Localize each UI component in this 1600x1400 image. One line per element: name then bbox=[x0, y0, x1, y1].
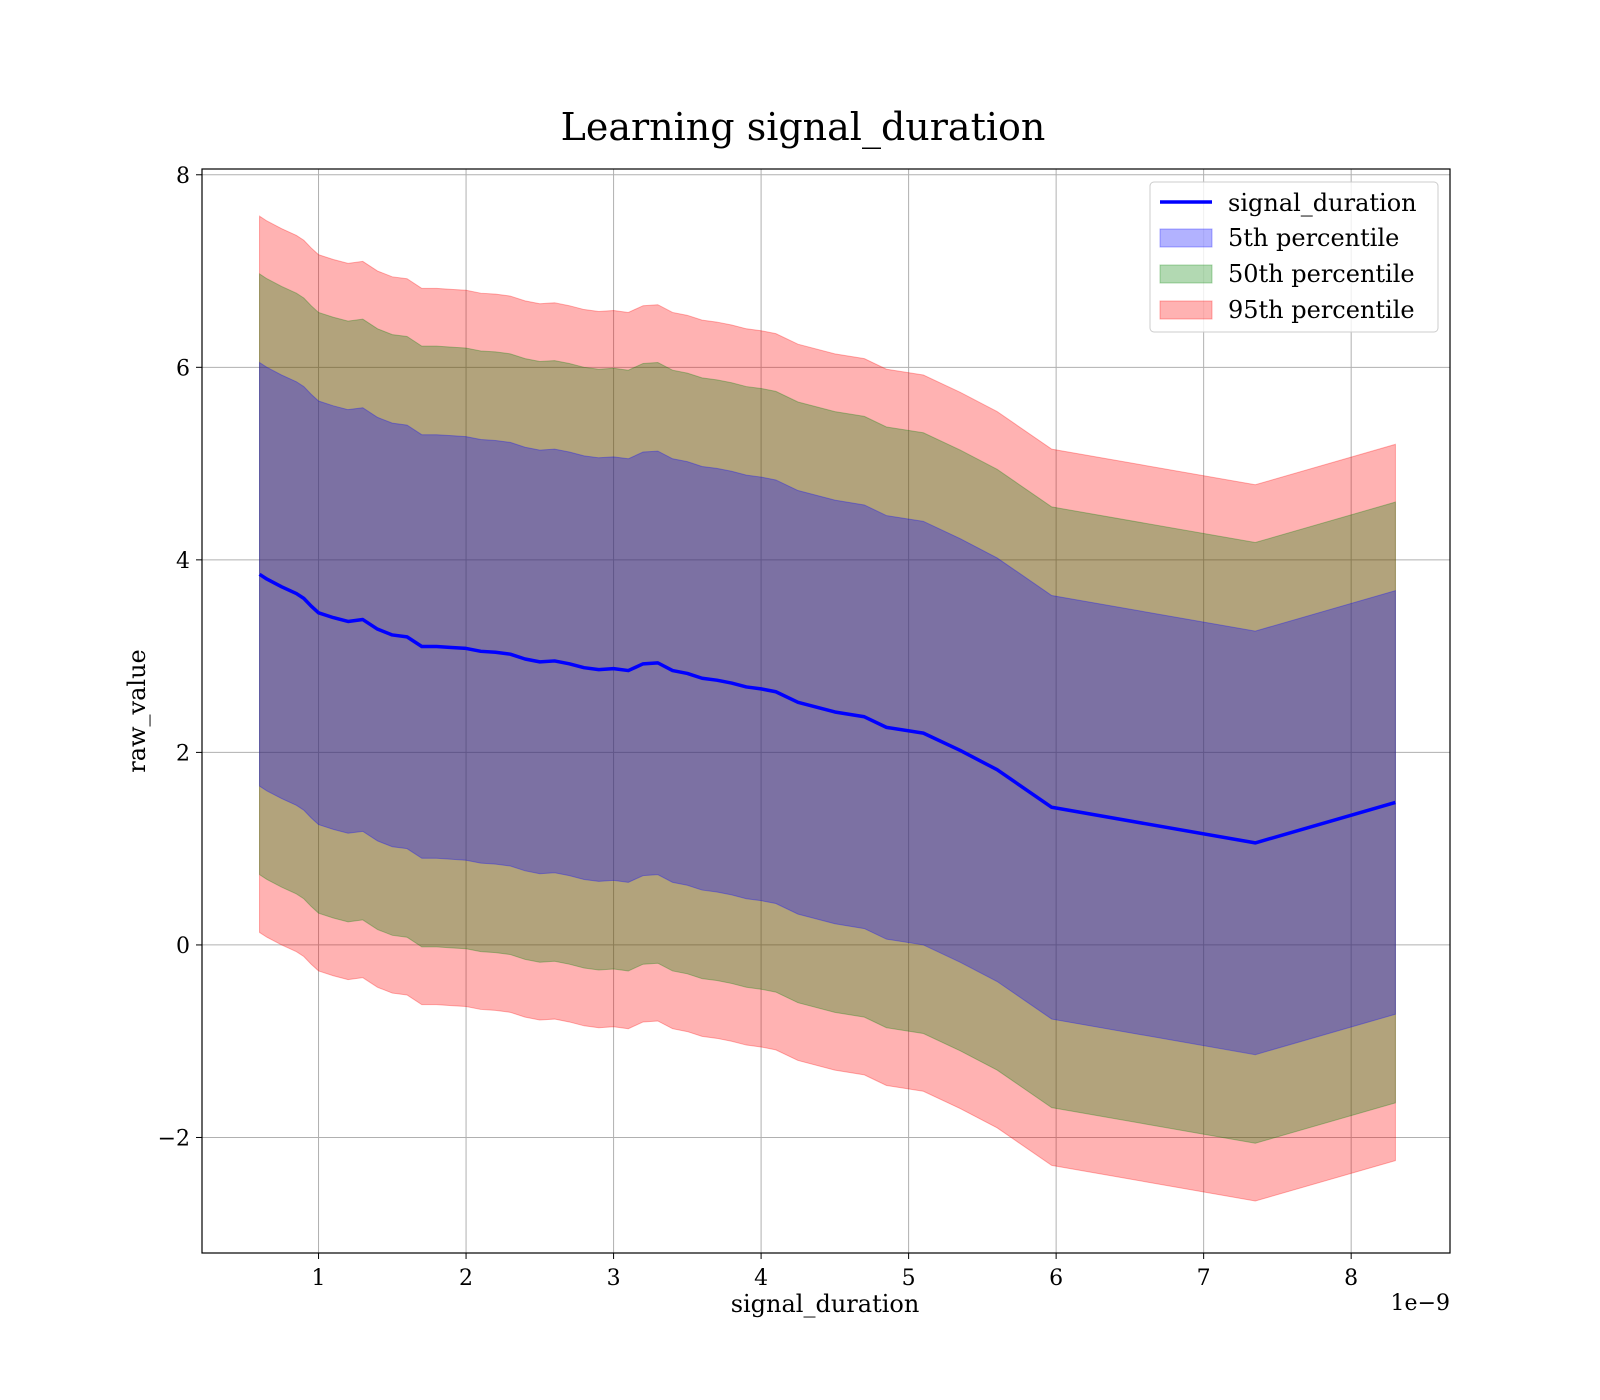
legend-entry-5th: 5th percentile bbox=[1228, 224, 1399, 252]
y-tick-label: 8 bbox=[176, 164, 190, 189]
legend-frame bbox=[1149, 181, 1439, 333]
legend-entry-95th: 95th percentile bbox=[1228, 296, 1415, 324]
legend-swatch-5th bbox=[1159, 228, 1213, 248]
x-tick-label: 3 bbox=[607, 1266, 621, 1291]
x-tick-label: 6 bbox=[1049, 1266, 1063, 1291]
y-axis-ticks: −2 0 2 4 6 8 bbox=[158, 164, 202, 1151]
y-tick-label: 6 bbox=[176, 356, 190, 381]
y-tick-label: 4 bbox=[176, 549, 190, 574]
legend-swatch-95th bbox=[1159, 300, 1213, 320]
legend-entry-50th: 50th percentile bbox=[1228, 260, 1415, 288]
x-axis-ticks: 1 2 3 4 5 6 7 8 bbox=[312, 1253, 1358, 1291]
grid-lines bbox=[202, 169, 1450, 1253]
x-tick-label: 1 bbox=[312, 1266, 326, 1291]
x-tick-label: 7 bbox=[1197, 1266, 1211, 1291]
chart-title: Learning signal_duration bbox=[561, 105, 1046, 150]
y-tick-label: 0 bbox=[176, 934, 190, 959]
x-tick-label: 8 bbox=[1344, 1266, 1358, 1291]
plot-frame bbox=[201, 168, 1451, 1254]
x-axis-label: signal_duration bbox=[731, 1290, 920, 1318]
median-line bbox=[258, 572, 1396, 845]
y-tick-label: −2 bbox=[158, 1126, 190, 1151]
legend-entry-line: signal_duration bbox=[1228, 189, 1417, 217]
x-tick-label: 5 bbox=[902, 1266, 916, 1291]
y-tick-label: 2 bbox=[176, 741, 190, 766]
y-axis-label: raw_value bbox=[123, 649, 151, 773]
median-line-group bbox=[258, 572, 1396, 845]
x-tick-label: 2 bbox=[459, 1266, 473, 1291]
x-tick-label: 4 bbox=[754, 1266, 768, 1291]
x-axis-offset-text: 1e−9 bbox=[1391, 1291, 1450, 1316]
legend: signal_duration 5th percentile 50th perc… bbox=[1149, 181, 1439, 333]
legend-swatch-50th bbox=[1159, 264, 1213, 284]
